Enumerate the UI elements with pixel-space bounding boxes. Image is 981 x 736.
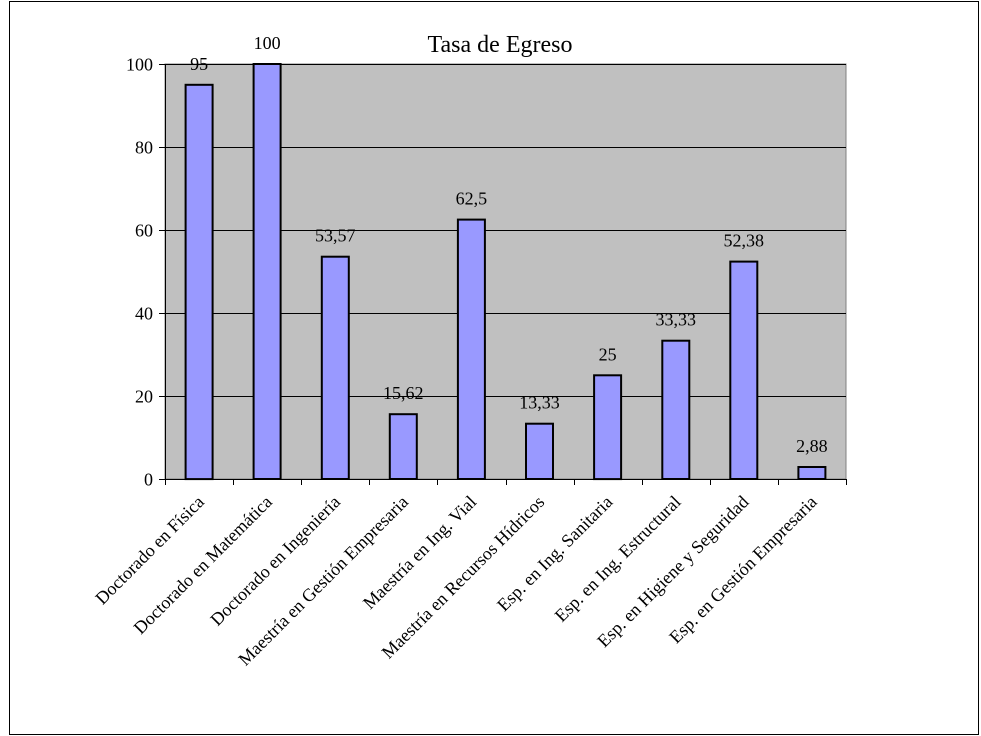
axes — [159, 64, 847, 485]
data-label: 15,62 — [383, 383, 424, 403]
data-label: 13,33 — [519, 393, 560, 413]
data-label: 52,38 — [724, 231, 765, 251]
data-label: 33,33 — [656, 310, 697, 330]
bars — [184, 63, 827, 481]
bar — [388, 413, 418, 481]
bar — [320, 255, 350, 481]
y-tick-label: 40 — [135, 304, 153, 324]
data-label: 100 — [254, 33, 281, 53]
data-label: 53,57 — [315, 226, 356, 246]
data-labels: 95 100 53,57 15,62 62,5 13,33 25 33,33 52,38 2,88 — [190, 33, 828, 456]
y-tick-label: 20 — [135, 387, 153, 407]
bar — [456, 218, 486, 480]
bar — [661, 339, 691, 481]
y-tick-label: 0 — [144, 470, 153, 490]
chart-title: Tasa de Egreso — [428, 32, 573, 58]
y-tick-label: 100 — [126, 55, 153, 75]
bar — [184, 83, 214, 481]
bar — [593, 374, 623, 481]
y-tick-label: 60 — [135, 221, 153, 241]
bar — [252, 63, 282, 480]
y-tick-labels: 0 20 40 60 80 100 — [126, 55, 153, 490]
data-label: 95 — [190, 54, 208, 74]
data-label: 2,88 — [796, 436, 828, 456]
bar — [797, 466, 827, 480]
y-tick-label: 80 — [135, 138, 153, 158]
bar — [729, 260, 759, 480]
data-label: 62,5 — [456, 189, 488, 209]
data-label: 25 — [599, 344, 617, 364]
bar — [525, 422, 554, 481]
